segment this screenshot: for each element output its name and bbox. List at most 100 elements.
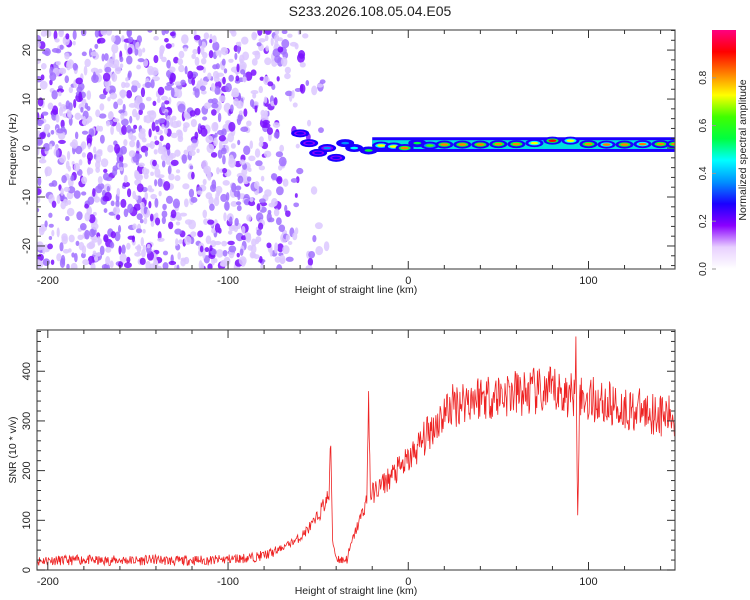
noise-blob	[109, 260, 114, 269]
noise-blob	[247, 167, 252, 172]
noise-blob	[222, 167, 228, 174]
noise-blob	[163, 127, 168, 135]
noise-blob	[56, 253, 62, 262]
noise-blob	[214, 132, 218, 138]
noise-blob	[144, 114, 152, 124]
noise-blob	[86, 90, 92, 100]
noise-blob	[249, 197, 254, 203]
noise-blob	[56, 194, 61, 204]
noise-blob	[221, 147, 227, 155]
noise-blob	[55, 60, 61, 66]
noise-blob	[81, 152, 86, 158]
noise-blob	[167, 165, 172, 175]
noise-blob	[37, 97, 44, 107]
noise-blob	[166, 59, 171, 69]
noise-blob	[160, 146, 167, 155]
noise-blob	[194, 88, 200, 99]
noise-blob	[98, 113, 107, 119]
noise-blob	[153, 135, 158, 141]
noise-blob	[165, 43, 172, 49]
noise-blob	[162, 262, 169, 269]
noise-blob	[119, 161, 124, 169]
noise-blob	[143, 217, 148, 225]
noise-blob	[305, 264, 313, 269]
noise-blob	[249, 99, 255, 108]
noise-blob	[139, 219, 144, 224]
noise-blob	[200, 127, 208, 137]
noise-blob	[154, 140, 160, 146]
noise-blob	[281, 38, 290, 49]
noise-blob	[128, 131, 133, 140]
noise-blob	[218, 49, 222, 58]
noise-blob	[264, 57, 272, 66]
noise-blob	[307, 257, 314, 266]
noise-blob	[64, 75, 70, 84]
noise-blob	[236, 252, 240, 258]
noise-blob	[169, 66, 176, 73]
noise-blob	[84, 212, 91, 222]
noise-blob	[72, 62, 78, 71]
noise-blob	[165, 195, 173, 204]
noise-blob	[224, 201, 230, 211]
noise-blob	[200, 262, 205, 269]
noise-blob	[208, 50, 214, 59]
noise-blob	[161, 210, 168, 218]
noise-blob	[161, 160, 166, 168]
noise-blob	[227, 132, 235, 143]
noise-blob	[202, 209, 208, 219]
ridge-point	[620, 143, 629, 146]
noise-blob	[203, 218, 209, 225]
noise-blob	[212, 35, 217, 44]
noise-blob	[135, 41, 140, 50]
noise-blob	[126, 55, 133, 65]
y-tick-label: 200	[21, 461, 33, 479]
noise-blob	[230, 143, 236, 149]
noise-blob	[256, 229, 262, 236]
noise-blob	[270, 37, 274, 47]
noise-blob	[37, 136, 43, 146]
noise-blob	[44, 166, 53, 177]
noise-blob	[196, 148, 200, 154]
noise-blob	[74, 131, 79, 140]
noise-blob	[240, 36, 249, 45]
noise-blob	[285, 210, 291, 217]
noise-blob	[161, 216, 166, 225]
figure-title: S233.2026.108.05.04.E05	[289, 3, 452, 19]
noise-blob	[170, 132, 178, 139]
noise-blob	[215, 63, 220, 70]
noise-blob	[65, 160, 70, 170]
noise-blob	[126, 89, 133, 99]
noise-blob	[121, 81, 126, 89]
noise-blob	[131, 80, 140, 86]
noise-blob	[295, 143, 300, 149]
noise-blob	[221, 58, 226, 66]
noise-blob	[215, 185, 223, 194]
noise-blob	[37, 41, 41, 48]
noise-blob	[81, 130, 89, 135]
colorbar-label: Normalized spectral amplitude	[737, 79, 749, 220]
noise-blob	[236, 63, 240, 73]
noise-blob	[62, 249, 70, 254]
noise-blob	[97, 176, 103, 185]
noise-blob	[74, 112, 82, 120]
noise-blob	[284, 204, 288, 213]
noise-blob	[114, 231, 121, 242]
noise-blob	[222, 154, 226, 165]
plot-frame	[36, 329, 676, 571]
noise-blob	[160, 102, 166, 113]
noise-blob	[127, 203, 134, 214]
noise-blob	[197, 45, 201, 55]
noise-blob	[252, 50, 260, 56]
noise-blob	[90, 51, 98, 57]
noise-blob	[273, 208, 280, 217]
ridge-point	[305, 141, 314, 145]
noise-blob	[114, 143, 121, 154]
noise-blob	[142, 47, 146, 53]
noise-blob	[228, 121, 236, 132]
ridge-point	[671, 142, 675, 146]
noise-blob	[136, 35, 143, 44]
noise-blob	[154, 179, 158, 187]
noise-blob	[37, 196, 41, 204]
noise-blob	[268, 202, 276, 208]
noise-blob	[290, 178, 298, 183]
